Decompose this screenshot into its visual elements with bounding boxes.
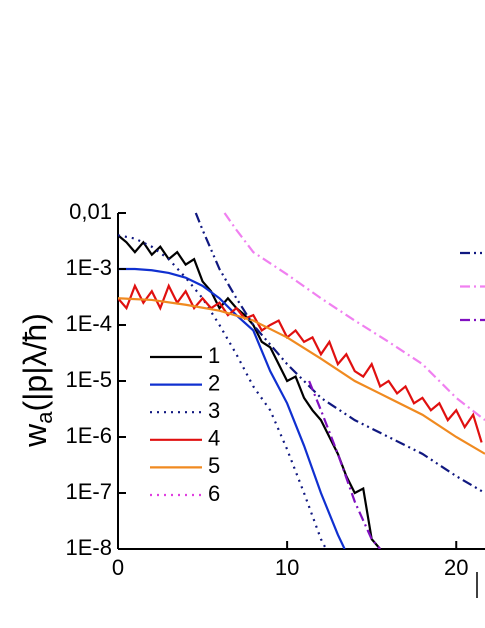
- series-line: [118, 297, 485, 455]
- x-tick-label: 20: [444, 555, 468, 580]
- y-axis-label: wa(|p|λ/ħ): [17, 313, 56, 448]
- legend-label: 6: [208, 481, 220, 506]
- y-label-sub: a: [32, 411, 57, 424]
- legend-label: 1: [208, 343, 220, 368]
- legend-label: 5: [208, 453, 220, 478]
- legend-label: 2: [208, 370, 220, 395]
- series-line: [118, 234, 327, 549]
- series-line: [118, 234, 381, 549]
- legend-label: 3: [208, 398, 220, 423]
- y-tick-label: 0,01: [69, 199, 112, 224]
- x-tick-label: 10: [275, 555, 299, 580]
- y-tick-label: 1E-6: [66, 423, 112, 448]
- y-label-rest: (|p|λ/ħ): [17, 313, 53, 411]
- y-tick-label: 1E-7: [66, 479, 112, 504]
- y-tick-label: 1E-4: [66, 311, 112, 336]
- y-label-base: w: [17, 423, 53, 448]
- y-tick-label: 1E-5: [66, 367, 112, 392]
- y-tick-label: 1E-3: [66, 255, 112, 280]
- series-line: [194, 212, 485, 494]
- series-line: [223, 212, 485, 422]
- legend-label: 4: [208, 426, 220, 451]
- x-tick-label: 0: [112, 555, 124, 580]
- series-line: [118, 283, 483, 443]
- y-tick-label: 1E-8: [66, 535, 112, 560]
- series-line: [308, 380, 381, 549]
- plot-area: [118, 212, 485, 549]
